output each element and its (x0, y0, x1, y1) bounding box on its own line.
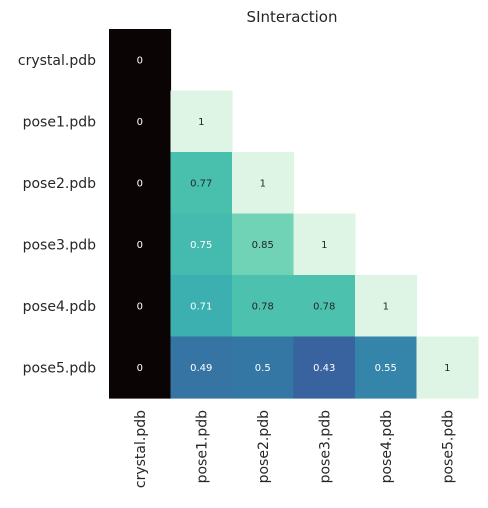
heatmap-cell-4-2 (232, 275, 295, 338)
cell-value-label-4-0: 0 (137, 301, 143, 312)
cell-value-label-5-3: 0.43 (313, 363, 335, 374)
heatmap-cell-5-0 (109, 336, 172, 399)
y-tick-label: crystal.pdb (18, 53, 96, 69)
cell-value-label-5-2: 0.5 (255, 363, 271, 374)
y-tick-label: pose2.pdb (23, 176, 96, 192)
cell-value-label-2-1: 0.77 (190, 178, 212, 189)
heatmap-cell-1-1 (170, 90, 233, 153)
cell-value-label-3-0: 0 (137, 240, 143, 251)
heatmap-cell-5-4 (355, 336, 418, 399)
cell-value-label-2-0: 0 (137, 178, 143, 189)
y-tick-label: pose4.pdb (23, 299, 96, 315)
heatmap-cell-4-0 (109, 275, 172, 338)
x-axis-tick-labels: crystal.pdb pose1.pdb pose2.pdb pose3.pdb po… (133, 410, 457, 488)
cell-value-label-5-4: 0.55 (375, 363, 397, 374)
heatmap-cell-4-1 (170, 275, 233, 338)
cell-value-label-3-2: 0.85 (252, 240, 274, 251)
heatmap-cell-4-3 (293, 275, 356, 338)
cell-value-label-4-2: 0.78 (252, 301, 274, 312)
y-tick-label: pose1.pdb (23, 114, 96, 130)
heatmap-cell-0-0 (109, 29, 172, 92)
cell-value-label-4-4: 1 (383, 301, 389, 312)
y-axis-tick-labels: crystal.pdb pose1.pdb pose2.pdb pose3.pdb po… (18, 53, 96, 377)
cell-value-label-5-0: 0 (137, 363, 143, 374)
x-tick-label: crystal.pdb (133, 410, 149, 488)
x-tick-label: pose2.pdb (256, 410, 272, 483)
cell-value-label-1-0: 0 (137, 117, 143, 128)
heatmap-cell-3-2 (232, 213, 295, 276)
heatmap-cell-1-0 (109, 90, 172, 153)
y-tick-label: pose3.pdb (23, 237, 96, 253)
y-tick-label: pose5.pdb (23, 360, 96, 376)
heatmap-cell-2-1 (170, 152, 233, 215)
heatmap-cell-2-0 (109, 152, 172, 215)
heatmap-cell-5-2 (232, 336, 295, 399)
heatmap-cell-2-2 (232, 152, 295, 215)
heatmap-cell-3-1 (170, 213, 233, 276)
cell-value-label-3-3: 1 (321, 240, 327, 251)
cell-value-label-0-0: 0 (137, 55, 143, 66)
heatmap-cell-4-4 (355, 275, 418, 338)
heatmap-cell-5-3 (293, 336, 356, 399)
x-tick-label: pose4.pdb (379, 410, 395, 483)
cell-value-label-4-1: 0.71 (190, 301, 212, 312)
heatmap-cell-3-3 (293, 213, 356, 276)
x-tick-label: pose5.pdb (440, 410, 456, 483)
heatmap-cell-5-1 (170, 336, 233, 399)
cell-value-label-1-1: 1 (198, 117, 204, 128)
heatmap-cell-3-0 (109, 213, 172, 276)
cell-value-label-2-2: 1 (260, 178, 266, 189)
x-tick-label: pose1.pdb (194, 410, 210, 483)
chart-title: SInteraction (247, 8, 338, 26)
cell-value-label-5-5: 1 (444, 363, 450, 374)
cell-value-label-5-1: 0.49 (190, 363, 212, 374)
cell-value-label-3-1: 0.75 (190, 240, 212, 251)
x-tick-label: pose3.pdb (317, 410, 333, 483)
cell-value-label-4-3: 0.78 (313, 301, 335, 312)
heatmap-cell-5-5 (416, 336, 479, 399)
heatmap-cells: 0 0 1 0 0.77 1 0 0.75 0.85 1 0 0.71 0.78 0.78 1 0 0.49 0.… (109, 29, 479, 399)
